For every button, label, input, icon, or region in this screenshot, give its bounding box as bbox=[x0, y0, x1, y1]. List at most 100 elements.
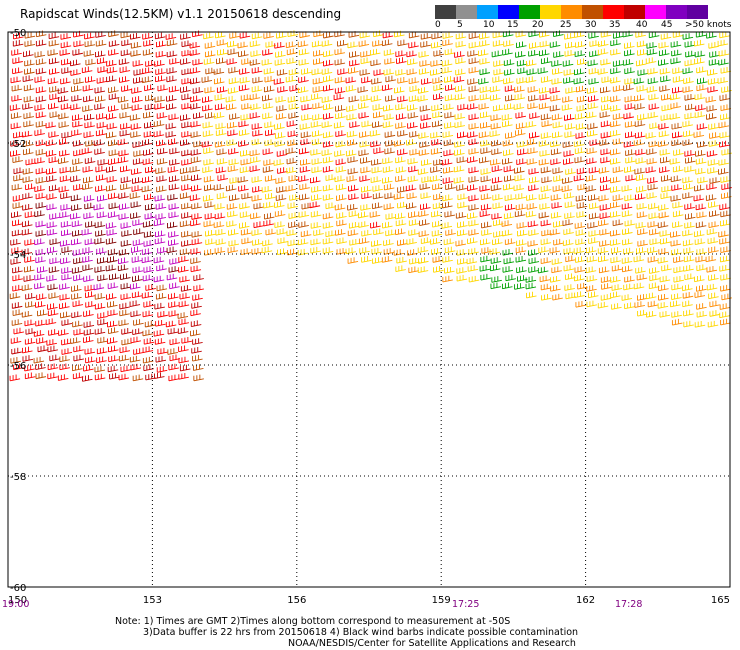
wind-barb bbox=[658, 247, 669, 255]
wind-barb bbox=[165, 131, 177, 138]
wind-barb bbox=[442, 256, 453, 263]
wind-barb bbox=[622, 30, 634, 38]
wind-barb bbox=[682, 67, 694, 75]
wind-barb bbox=[24, 372, 36, 380]
wind-barb bbox=[58, 138, 70, 145]
wind-barb bbox=[600, 294, 612, 301]
wind-barb bbox=[432, 183, 443, 191]
wind-barb bbox=[95, 185, 106, 192]
wind-barb bbox=[58, 185, 70, 193]
wind-barb bbox=[97, 195, 108, 202]
wind-barb bbox=[528, 229, 539, 236]
wind-barb bbox=[21, 311, 33, 318]
wind-barb bbox=[468, 247, 479, 255]
wind-barb bbox=[108, 30, 119, 38]
wind-barb bbox=[600, 58, 611, 66]
wind-barb bbox=[11, 95, 22, 102]
wind-barb bbox=[525, 276, 537, 283]
wind-barb bbox=[61, 131, 72, 139]
wind-barb bbox=[397, 186, 408, 193]
wind-barb bbox=[61, 67, 72, 74]
wind-barb bbox=[610, 211, 621, 218]
wind-barb bbox=[576, 202, 588, 209]
wind-barb bbox=[274, 42, 285, 49]
wind-barb bbox=[334, 175, 346, 183]
wind-barb bbox=[468, 32, 480, 40]
wind-barb bbox=[153, 130, 165, 138]
wind-barb bbox=[612, 166, 624, 174]
wind-barb bbox=[397, 39, 408, 47]
wind-barb bbox=[36, 337, 47, 344]
wind-barb bbox=[205, 112, 216, 119]
wind-barb bbox=[503, 149, 514, 157]
wind-barb bbox=[397, 77, 408, 84]
wind-barb bbox=[214, 93, 226, 101]
wind-barb bbox=[22, 167, 34, 175]
wind-barb bbox=[601, 104, 612, 111]
wind-barb bbox=[253, 221, 265, 229]
wind-barb bbox=[539, 203, 550, 210]
wind-barb bbox=[273, 78, 285, 85]
wind-barb bbox=[600, 176, 611, 183]
wind-barb bbox=[502, 183, 514, 191]
wind-barb bbox=[669, 300, 681, 308]
wind-barb bbox=[241, 192, 252, 200]
wind-barb bbox=[107, 309, 119, 317]
wind-barb bbox=[261, 58, 273, 66]
wind-barb bbox=[646, 157, 658, 165]
wind-barb bbox=[192, 87, 204, 94]
wind-barb bbox=[37, 309, 48, 317]
wind-barb bbox=[456, 274, 468, 282]
color-scale-swatch bbox=[561, 5, 582, 19]
wind-barb bbox=[105, 184, 117, 192]
wind-barb bbox=[598, 194, 610, 202]
wind-barb bbox=[468, 194, 479, 202]
wind-barb bbox=[683, 183, 694, 191]
wind-barb bbox=[276, 186, 287, 193]
wind-barb bbox=[502, 30, 514, 38]
wind-barb bbox=[239, 211, 251, 218]
wind-barb bbox=[624, 219, 636, 227]
wind-barb bbox=[672, 131, 683, 139]
wind-barb bbox=[108, 327, 119, 335]
wind-barb bbox=[81, 147, 93, 155]
wind-barb bbox=[227, 40, 238, 48]
wind-barb bbox=[12, 274, 23, 282]
wind-barb bbox=[409, 131, 420, 138]
wind-barb bbox=[49, 68, 60, 75]
wind-barb bbox=[322, 184, 334, 192]
wind-barb bbox=[252, 129, 263, 137]
wind-barb bbox=[719, 255, 731, 263]
wind-barb bbox=[431, 229, 443, 237]
wind-barb bbox=[24, 68, 35, 75]
wind-barb bbox=[517, 275, 528, 282]
wind-barb bbox=[361, 120, 373, 128]
wind-barb bbox=[540, 257, 552, 265]
wind-barb bbox=[528, 94, 539, 102]
wind-barb bbox=[574, 291, 585, 299]
wind-barb bbox=[658, 211, 670, 219]
color-scale-label: 10 bbox=[483, 20, 495, 30]
wind-barb bbox=[129, 300, 141, 307]
wind-barb bbox=[501, 114, 513, 121]
wind-barb bbox=[309, 201, 321, 209]
wind-barb bbox=[586, 147, 598, 155]
wind-barb bbox=[251, 123, 263, 130]
wind-barb bbox=[133, 319, 144, 326]
wind-barb bbox=[106, 293, 117, 300]
wind-barb bbox=[61, 246, 73, 254]
wind-barb bbox=[585, 175, 597, 182]
wind-barb bbox=[657, 140, 669, 147]
wind-barb bbox=[201, 76, 213, 83]
wind-barb bbox=[624, 77, 635, 85]
wind-barb bbox=[167, 292, 179, 300]
wind-barb bbox=[156, 366, 168, 373]
wind-barb bbox=[394, 86, 405, 94]
wind-barb bbox=[684, 165, 695, 173]
wind-barb bbox=[541, 229, 552, 237]
wind-barb bbox=[61, 273, 72, 281]
wind-barb bbox=[133, 77, 144, 84]
wind-barb bbox=[226, 220, 237, 228]
wind-barb bbox=[540, 113, 552, 121]
wind-barb bbox=[25, 183, 36, 191]
